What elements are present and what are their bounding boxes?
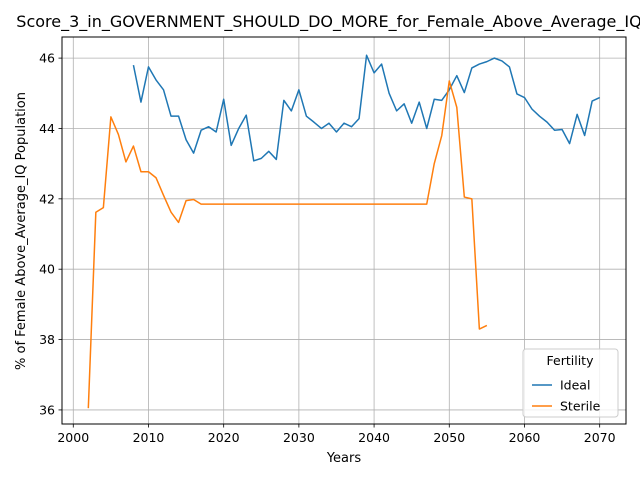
y-tick-label: 40 [39,262,55,277]
y-tick-label: 44 [39,121,55,136]
ticks: 2000 2010 2020 2030 2040 2050 2060 2070 36 38 40 42… [39,51,616,445]
chart-title: Score_3_in_GOVERNMENT_SHOULD_DO_MORE_for… [16,12,640,32]
x-axis-label: Years [326,451,362,466]
y-tick-label: 42 [39,191,55,206]
x-tick-label: 2060 [509,430,541,445]
y-tick-label: 46 [39,51,55,66]
legend-label-ideal: Ideal [560,378,590,393]
legend-entries: Ideal Sterile [532,378,601,414]
x-tick-label: 2030 [283,430,315,445]
x-tick-label: 2020 [208,430,240,445]
x-tick-label: 2010 [133,430,165,445]
y-axis-label: % of Female Above_Average_IQ Population [14,92,29,370]
x-tick-label: 2070 [584,430,616,445]
series-line-ideal [132,54,600,162]
plot-frame [61,36,627,425]
x-tick-label: 2000 [57,430,89,445]
legend-label-sterile: Sterile [560,399,601,414]
x-tick-label: 2050 [433,430,465,445]
legend-title: Fertility [547,353,595,368]
x-tick-label: 2040 [358,430,390,445]
series-lines [87,54,600,409]
y-tick-label: 38 [39,332,55,347]
legend-frame [522,348,619,418]
legend: Fertility Ideal Sterile [522,348,619,418]
y-tick-label: 36 [39,402,55,417]
series-line-sterile [87,80,488,409]
